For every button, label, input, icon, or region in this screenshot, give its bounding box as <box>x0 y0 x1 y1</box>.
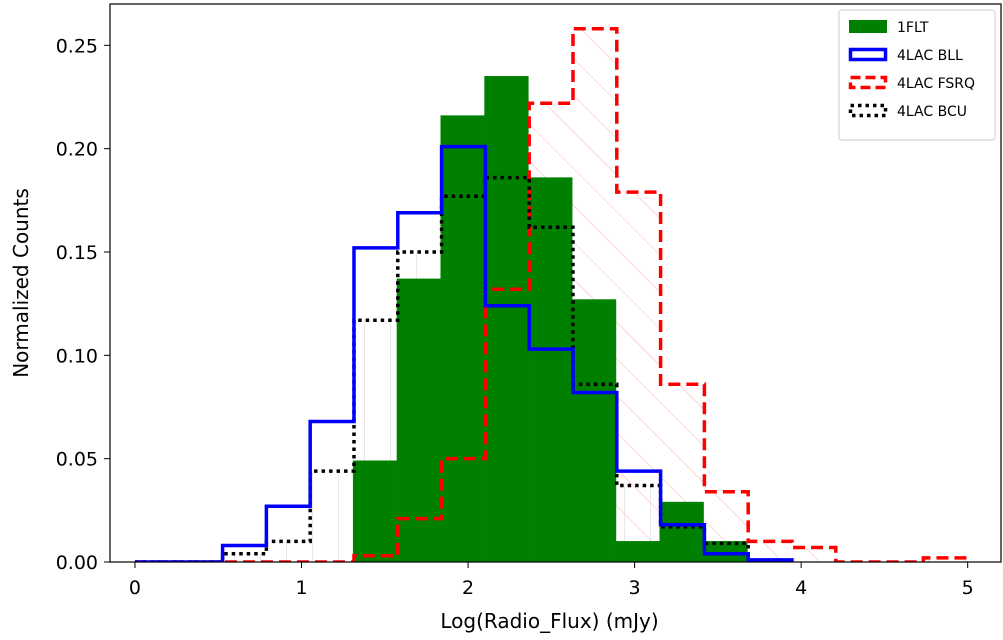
legend-item-4lac-bll: 4LAC BLL <box>848 47 963 64</box>
y-tick-label: 0.00 <box>56 552 98 574</box>
legend-label: 4LAC BLL <box>897 48 963 64</box>
bar-1flt <box>396 278 442 562</box>
legend: 1FLT 4LAC BLL 4LAC FSRQ 4LAC BCU <box>838 9 996 141</box>
x-tick-label: 2 <box>462 577 474 599</box>
bar-1flt <box>571 299 617 562</box>
y-tick-label: 0.25 <box>56 35 98 57</box>
x-tick-label: 4 <box>795 577 807 599</box>
y-axis-label: Normalized Counts <box>9 188 33 378</box>
y-tick-label: 0.20 <box>56 139 98 161</box>
bar-1flt <box>659 501 704 562</box>
y-tick-label: 0.10 <box>56 345 98 367</box>
legend-swatch <box>848 103 888 118</box>
legend-item-4lac-fsrq: 4LAC FSRQ <box>848 75 975 92</box>
bar-1flt <box>528 177 573 562</box>
bar-1flt <box>484 76 529 562</box>
series-line-4lac-bll <box>134 144 794 562</box>
legend-label: 4LAC BCU <box>897 104 967 120</box>
series-line-4lac-fsrq <box>134 27 969 562</box>
bar-1flt <box>615 541 661 562</box>
x-axis-label: Log(Radio_Flux) (mJy) <box>440 609 658 633</box>
legend-item-4lac-bcu: 4LAC BCU <box>848 103 967 120</box>
x-tick-label: 5 <box>962 577 974 599</box>
legend-swatch <box>849 20 887 33</box>
y-tick-label: 0.05 <box>56 449 98 471</box>
bar-1flt <box>352 460 398 562</box>
x-tick-label: 3 <box>629 577 641 599</box>
legend-label: 1FLT <box>897 20 929 36</box>
legend-swatch <box>848 47 888 62</box>
legend-swatch <box>848 75 888 90</box>
axes: 0 1 2 3 4 5 0.00 0.05 0.10 0.15 0.20 0.25 Log(Radio_… <box>9 3 1002 633</box>
x-tick-label: 1 <box>295 577 307 599</box>
y-tick-label: 0.15 <box>56 242 98 264</box>
legend-label: 4LAC FSRQ <box>897 76 975 92</box>
plot-area <box>134 27 969 562</box>
legend-item-1flt: 1FLT <box>849 20 929 36</box>
bar-1flt <box>703 541 748 562</box>
legend-box <box>838 9 996 141</box>
x-tick-label: 0 <box>129 577 141 599</box>
axes-frame <box>109 3 1002 563</box>
bar-1flt <box>440 115 485 562</box>
